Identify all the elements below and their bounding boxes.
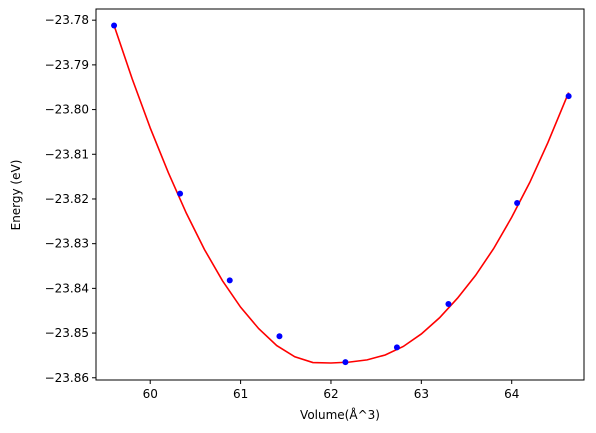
x-tick-label: 62 [323,387,338,401]
y-axis-label: Energy (eV) [9,160,23,231]
y-tick-label: −23.81 [45,147,89,161]
plot-area [96,9,584,380]
x-tick-label: 60 [143,387,158,401]
y-tick-label: −23.86 [45,371,89,385]
x-tick-label: 64 [504,387,519,401]
y-tick-label: −23.78 [45,13,89,27]
x-axis-label: Volume(Å^3) [300,407,380,422]
y-tick-label: −23.80 [45,103,89,117]
x-tick-label: 63 [414,387,429,401]
data-point [111,22,118,29]
data-point [565,93,572,100]
y-tick-label: −23.83 [45,237,89,251]
data-point [445,301,452,308]
data-point [393,344,400,351]
data-point [177,190,184,197]
data-point [226,277,233,284]
data-point [342,359,349,366]
fit-curve-line [113,25,570,364]
plot-frame [95,8,585,381]
x-tick-label: 61 [233,387,248,401]
data-point [514,199,521,206]
data-point [276,333,283,340]
y-tick-label: −23.85 [45,326,89,340]
y-tick-label: −23.84 [45,281,89,295]
y-tick-label: −23.82 [45,192,89,206]
y-tick-label: −23.79 [45,58,89,72]
x-axis-ticks: 60 61 62 63 64 [143,380,519,401]
data-points-layer [111,22,572,366]
y-axis-ticks: −23.78 −23.79 −23.80 −23.81 −23.82 −23.83 −23.… [45,13,96,385]
fit-curve-layer [113,25,570,364]
